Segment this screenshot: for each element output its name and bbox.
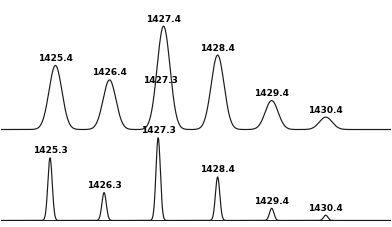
Text: 1427.3: 1427.3 — [141, 126, 176, 135]
Text: 1427.4: 1427.4 — [146, 15, 181, 24]
Text: 1430.4: 1430.4 — [309, 204, 343, 213]
Text: 1428.4: 1428.4 — [200, 165, 235, 175]
Text: 1428.4: 1428.4 — [200, 44, 235, 53]
Text: 1427.3: 1427.3 — [143, 76, 178, 85]
Text: 1425.4: 1425.4 — [38, 54, 73, 63]
Text: 1430.4: 1430.4 — [309, 106, 343, 115]
Text: 1425.3: 1425.3 — [33, 146, 67, 155]
Text: 1429.4: 1429.4 — [254, 197, 289, 206]
Text: 1426.4: 1426.4 — [92, 68, 127, 77]
Text: 1426.3: 1426.3 — [87, 181, 122, 190]
Text: 1429.4: 1429.4 — [254, 89, 289, 98]
